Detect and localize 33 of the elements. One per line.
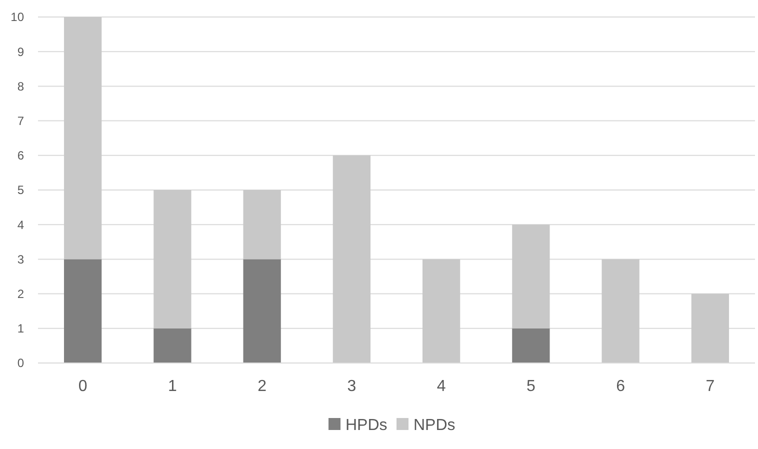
x-tick-label: 5 bbox=[526, 378, 536, 395]
bar bbox=[512, 328, 550, 363]
x-tick-label: 6 bbox=[616, 378, 626, 395]
legend-label: NPDs bbox=[414, 417, 456, 434]
bar bbox=[154, 190, 192, 328]
bar bbox=[512, 224, 550, 328]
y-tick-label: 9 bbox=[17, 44, 24, 59]
y-tick-label: 10 bbox=[10, 10, 24, 24]
y-tick-label: 7 bbox=[17, 114, 24, 128]
bar bbox=[422, 259, 460, 363]
bar bbox=[154, 328, 192, 363]
y-tick-label: 3 bbox=[17, 252, 24, 266]
y-tick-label: 2 bbox=[17, 287, 24, 301]
bar bbox=[64, 17, 102, 260]
bar bbox=[602, 259, 640, 363]
bar bbox=[332, 155, 371, 363]
y-tick-label: 6 bbox=[17, 148, 24, 163]
bar bbox=[243, 259, 281, 363]
x-tick-label: 1 bbox=[168, 378, 177, 395]
y-tick-label: 1 bbox=[17, 322, 24, 336]
y-tick-label: 5 bbox=[17, 183, 24, 198]
x-tick-label: 0 bbox=[78, 378, 88, 395]
bar bbox=[243, 190, 281, 260]
bar bbox=[691, 294, 730, 363]
x-tick-label: 4 bbox=[436, 378, 446, 395]
x-tick-label: 7 bbox=[706, 378, 715, 395]
y-tick-label: 0 bbox=[17, 356, 24, 370]
legend-label: HPDs bbox=[346, 417, 388, 434]
y-tick-label: 4 bbox=[17, 218, 24, 232]
x-tick-label: 3 bbox=[347, 378, 356, 395]
bar bbox=[64, 259, 102, 363]
x-tick-label: 2 bbox=[258, 378, 267, 395]
y-tick-label: 8 bbox=[17, 79, 24, 94]
